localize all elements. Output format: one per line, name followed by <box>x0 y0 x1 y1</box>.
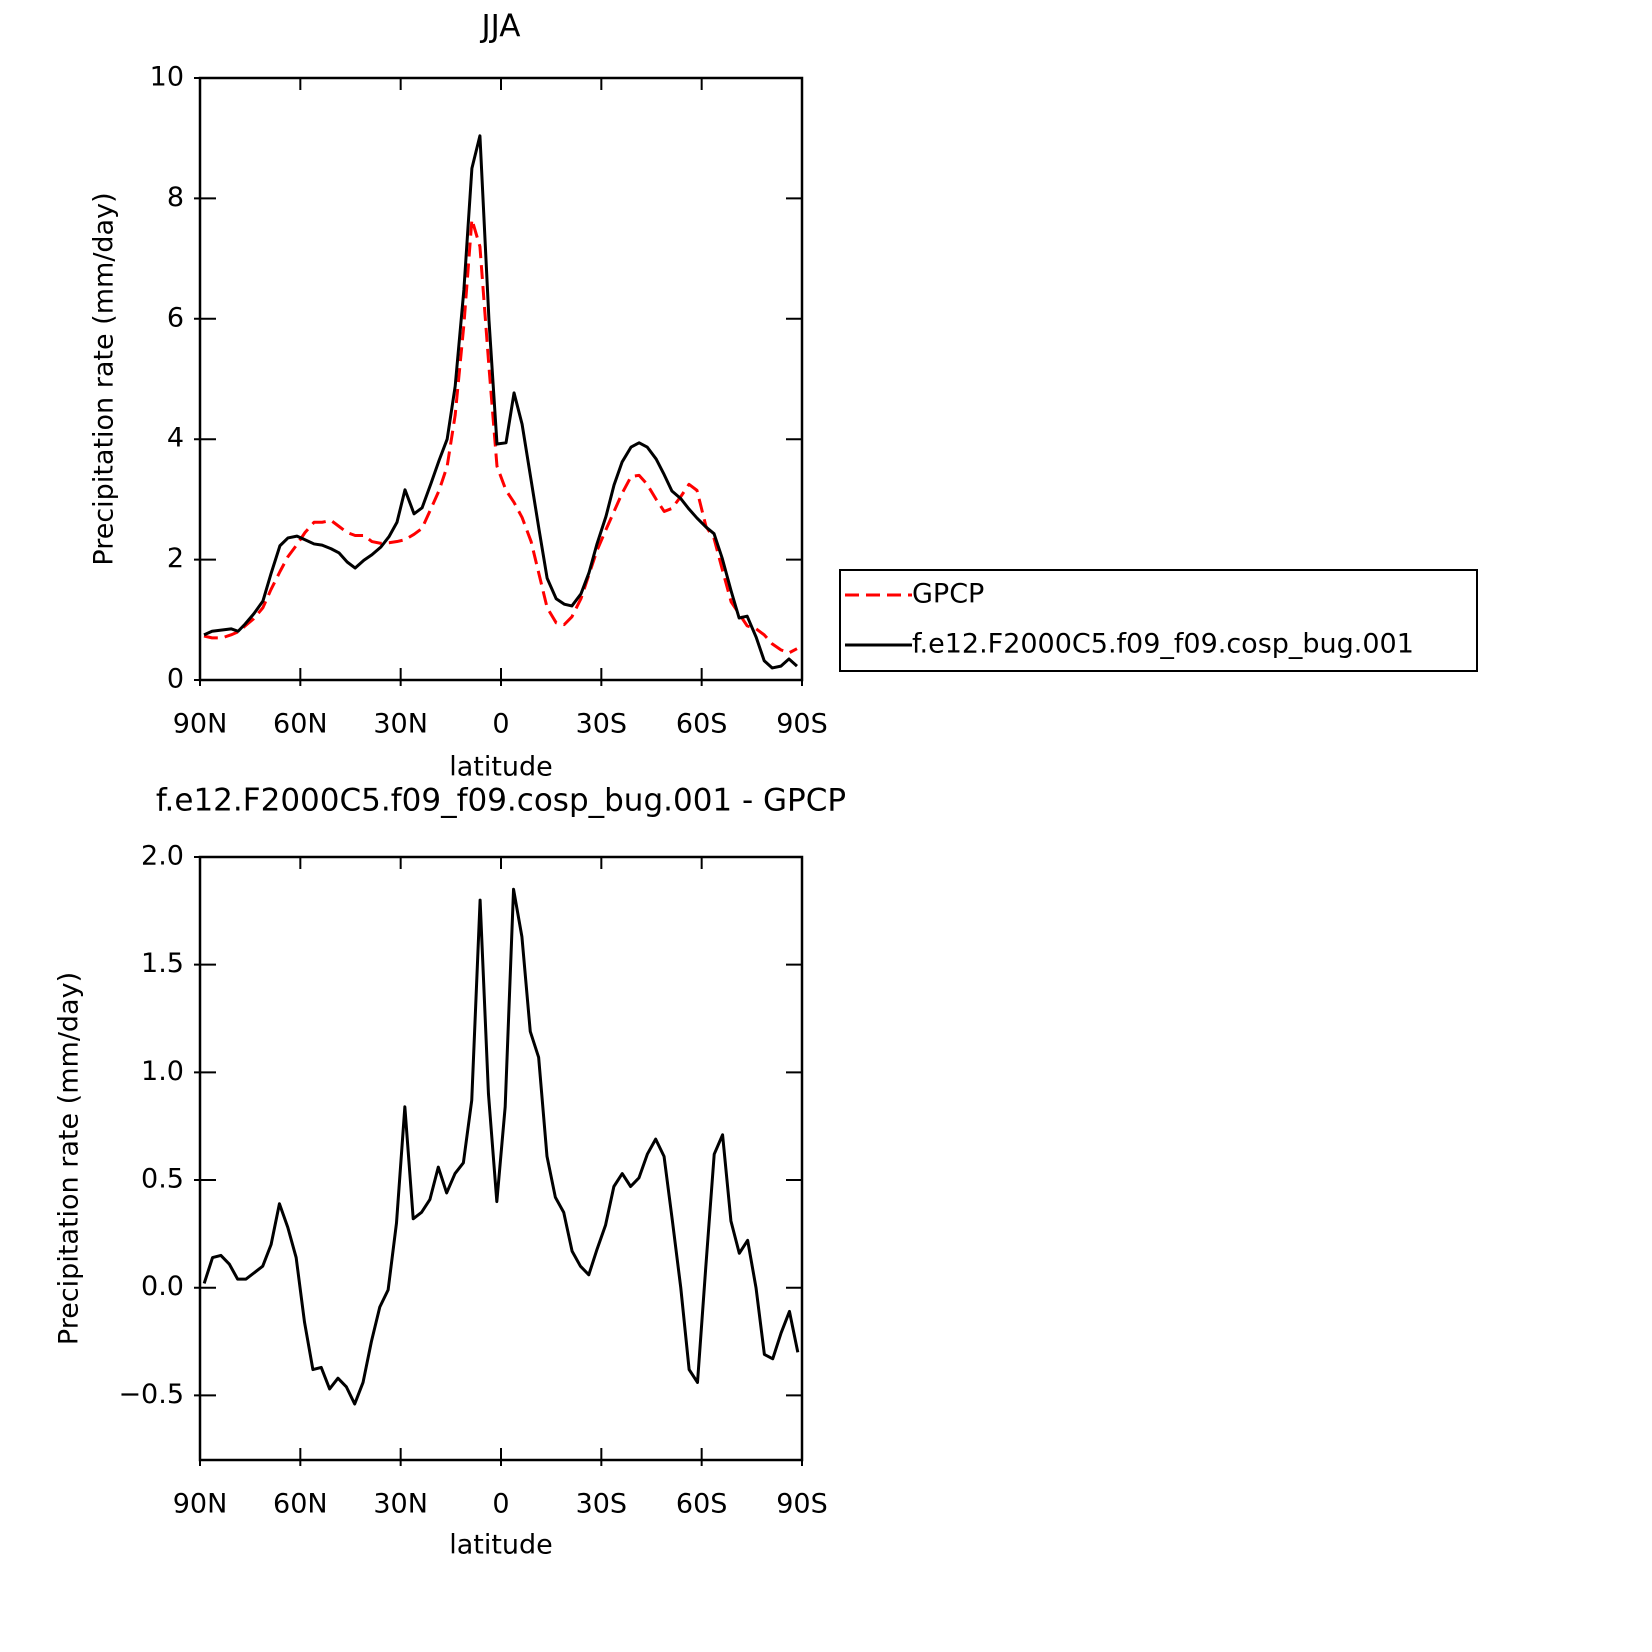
x-tick-label: 90S <box>776 709 828 740</box>
y-tick-label: 4 <box>167 423 184 454</box>
x-tick-label: 90N <box>173 1489 228 1520</box>
y-tick-label: 1.0 <box>141 1056 184 1087</box>
x-axis-label: latitude <box>449 752 553 783</box>
x-tick-label: 30S <box>576 1489 628 1520</box>
x-tick-label: 60N <box>273 1489 328 1520</box>
x-tick-label: 30N <box>373 1489 428 1520</box>
chart-title: JJA <box>480 9 521 45</box>
y-tick-label: 0 <box>167 664 184 695</box>
data-line <box>202 887 800 1406</box>
plot-frame <box>198 76 804 682</box>
y-tick-label: 1.5 <box>141 948 184 979</box>
legend-box <box>839 569 1478 672</box>
x-tick-label: 60S <box>676 1489 728 1520</box>
x-tick-label: 90N <box>173 709 228 740</box>
y-tick-label: 6 <box>167 302 184 333</box>
x-tick-label: 0 <box>492 709 509 740</box>
data-line <box>203 134 798 670</box>
plot-frame <box>198 855 804 1462</box>
y-axis-label: Precipitation rate (mm/day) <box>89 192 120 565</box>
x-tick-label: 30N <box>373 709 428 740</box>
y-tick-label: 2 <box>167 543 184 574</box>
x-tick-label: 90S <box>776 1489 828 1520</box>
y-tick-label: 8 <box>167 182 184 213</box>
x-tick-label: 30S <box>576 709 628 740</box>
x-tick-label: 0 <box>492 1489 509 1520</box>
y-tick-label: 0.5 <box>141 1164 184 1195</box>
x-axis-label: latitude <box>449 1530 553 1561</box>
legend-label: GPCP <box>912 579 984 610</box>
data-line <box>203 217 798 655</box>
chart-title: f.e12.F2000C5.f09_f09.cosp_bug.001 - GPC… <box>156 783 846 819</box>
x-tick-label: 60S <box>676 709 728 740</box>
y-tick-label: 0.0 <box>141 1271 184 1302</box>
legend-label: f.e12.F2000C5.f09_f09.cosp_bug.001 <box>912 629 1414 660</box>
y-tick-label: 10 <box>150 62 184 93</box>
y-tick-label: 2.0 <box>141 841 184 872</box>
y-tick-label: −0.5 <box>118 1379 184 1410</box>
x-tick-label: 60N <box>273 709 328 740</box>
y-axis-label: Precipitation rate (mm/day) <box>54 972 85 1345</box>
